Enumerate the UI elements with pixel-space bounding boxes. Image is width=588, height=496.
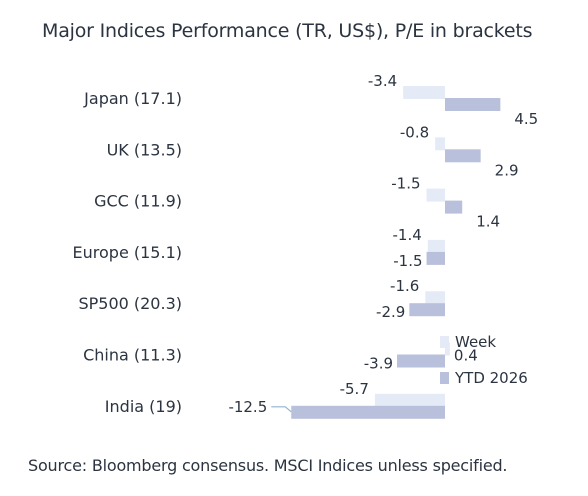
legend-swatch-ytd: [440, 372, 449, 384]
ytd-data-label: -3.9: [364, 355, 393, 373]
chart-title: Major Indices Performance (TR, US$), P/E…: [42, 20, 533, 42]
week-data-label: -0.8: [400, 123, 429, 141]
ytd-data-label: -1.5: [393, 252, 422, 270]
legend-swatch-week: [440, 336, 449, 348]
week-bar: [426, 188, 445, 202]
legend-label-week: Week: [455, 333, 496, 351]
week-data-label: -1.5: [391, 175, 420, 193]
week-data-label: -1.6: [390, 277, 419, 295]
ytd-bar: [409, 303, 445, 317]
week-bar: [427, 239, 445, 253]
week-bar: [435, 137, 445, 151]
week-bar: [403, 86, 445, 99]
legend-label-ytd: YTD 2026: [454, 369, 528, 387]
ytd-bar: [445, 149, 481, 163]
category-label: Europe (15.1): [73, 243, 182, 262]
week-data-label: -1.4: [392, 226, 421, 244]
category-label: Japan (17.1): [83, 89, 182, 108]
category-label: India (19): [105, 397, 182, 416]
ytd-bar: [426, 251, 445, 265]
week-data-label: 0.4: [454, 347, 478, 365]
week-bar: [374, 393, 445, 407]
category-label: UK (13.5): [107, 140, 182, 159]
ytd-bar: [291, 405, 445, 419]
week-bar: [445, 342, 450, 356]
ytd-data-label: -12.5: [228, 398, 267, 416]
category-label: GCC (11.9): [94, 192, 182, 211]
category-label: SP500 (20.3): [78, 294, 182, 313]
week-data-label: -3.4: [368, 72, 397, 90]
ytd-bar: [445, 200, 463, 214]
ytd-data-label: 2.9: [495, 161, 519, 179]
source-note: Source: Bloomberg consensus. MSCI Indice…: [28, 456, 508, 475]
leader-line: [271, 406, 292, 413]
week-data-label: -5.7: [340, 380, 369, 398]
ytd-data-label: 1.4: [476, 213, 500, 231]
ytd-data-label: 4.5: [514, 110, 538, 128]
ytd-bar: [445, 98, 501, 111]
ytd-bar: [397, 354, 445, 368]
ytd-data-label: -2.9: [376, 303, 405, 321]
category-label: China (11.3): [83, 346, 182, 365]
week-bar: [425, 291, 445, 305]
